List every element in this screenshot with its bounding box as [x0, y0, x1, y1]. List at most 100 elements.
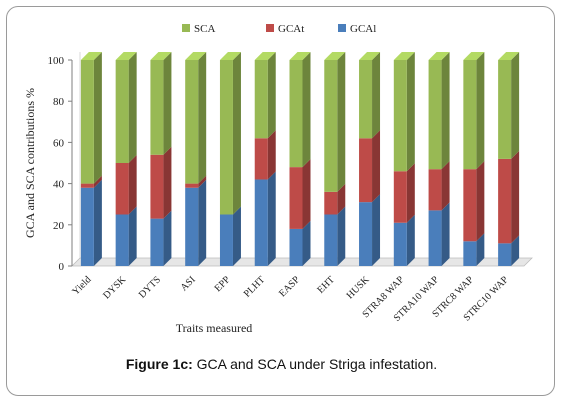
bar-segment [393, 171, 407, 223]
bar-segment-side [511, 150, 520, 244]
bar-segment-side [476, 161, 485, 242]
bar-segment [219, 214, 233, 266]
bar-segment [324, 214, 338, 266]
bar-segment-side [337, 183, 346, 215]
bar-segment-top [324, 52, 346, 60]
bar-segment-side [337, 206, 346, 266]
bar-segment [80, 60, 94, 184]
bar-segment [185, 187, 199, 266]
bar-segment-side [198, 52, 207, 184]
bar-segment-side [372, 130, 381, 203]
x-tick-label: HUSK [345, 274, 373, 302]
bar-segment-side [267, 52, 276, 139]
x-tick-label: ASI [179, 274, 198, 293]
bar-segment-side [128, 52, 137, 163]
bar-segment-top [115, 52, 137, 60]
bar-segment-top [80, 52, 102, 60]
bar-segment [463, 169, 477, 242]
legend-label: SCA [194, 23, 215, 35]
bar-segment [463, 60, 477, 170]
bar-segment [185, 60, 199, 184]
bar-segment [185, 183, 199, 188]
bar-segment [428, 169, 442, 211]
x-tick-label: EASP [277, 274, 302, 299]
x-tick-label: Yield [70, 274, 93, 297]
bar-segment-side [406, 163, 415, 223]
bar-segment-top [498, 52, 520, 60]
bar-segment [150, 154, 164, 219]
legend-label: GCAl [350, 23, 376, 35]
bar-segment [289, 228, 303, 266]
y-tick-label: 100 [48, 55, 65, 67]
legend-label: GCAt [278, 23, 304, 35]
legend-swatch [266, 24, 274, 32]
bar-segment-side [267, 130, 276, 180]
bar-segment-side [441, 202, 450, 266]
bar-segment [359, 202, 373, 266]
figure-caption: Figure 1c: GCA and SCA under Striga infe… [0, 356, 563, 372]
caption-label: Figure 1c: [125, 356, 193, 372]
bar-segment-side [511, 235, 520, 266]
bar-segment-side [476, 52, 485, 170]
y-tick-label: 20 [53, 220, 65, 232]
bar-segment [254, 179, 268, 266]
bar-segment-top [254, 52, 276, 60]
bar-segment [289, 60, 303, 168]
chart: 0 20 40 60 80 100 GCA and SCA contributions % Y… [14, 14, 548, 350]
bar-segment-side [128, 155, 137, 215]
bar-segment [393, 60, 407, 172]
bar-segment [80, 187, 94, 266]
bar-segment-side [93, 175, 102, 188]
x-tick-label: DYTS [137, 274, 163, 300]
bar-segment-side [232, 52, 241, 215]
bar-segment-side [441, 52, 450, 170]
bar-segment [115, 163, 129, 215]
bar-segment-side [302, 220, 311, 266]
bar-segment-side [406, 214, 415, 266]
bar-segment-side [198, 179, 207, 266]
bar-segment [428, 210, 442, 266]
bar-segment [115, 214, 129, 266]
bar-segment [359, 138, 373, 203]
bar-segment-side [302, 52, 311, 168]
x-axis-title: Traits measured [176, 321, 253, 335]
bar-segment-side [511, 52, 520, 159]
bar-segment [219, 60, 233, 215]
bar-segment [289, 167, 303, 229]
bar-segment-top [393, 52, 415, 60]
bar-segment-side [93, 179, 102, 266]
y-tick-label: 40 [53, 179, 65, 191]
bar-segment-top [463, 52, 485, 60]
bar-segment-top [289, 52, 311, 60]
y-tick-label: 60 [53, 137, 65, 149]
bar-segment-side [372, 194, 381, 266]
x-tick-label: EHT [315, 274, 337, 296]
bar-segment-side [476, 233, 485, 266]
bar-segment [254, 138, 268, 180]
bar-segment-side [93, 52, 102, 184]
stacked-bar-chart: 0 20 40 60 80 100 GCA and SCA contributions % Y… [23, 23, 533, 335]
bar-segment-side [337, 52, 346, 192]
bar-segment [359, 60, 373, 139]
bar-segment [80, 183, 94, 188]
bar-segment-side [163, 52, 172, 155]
y-axis-title: GCA and SCA contributions % [23, 88, 37, 238]
bar-segment [498, 243, 512, 266]
bar-segment [393, 222, 407, 266]
bar-segment-side [128, 206, 137, 266]
y-tick-label: 0 [59, 261, 65, 273]
x-tick-label: DYSK [101, 274, 129, 302]
bar-segment [498, 158, 512, 244]
bar-segment-top [359, 52, 381, 60]
bar-segment [324, 191, 338, 215]
bar-segment-side [232, 206, 241, 266]
bar-segment-side [406, 52, 415, 172]
bar-segment-top [219, 52, 241, 60]
bar-segment-side [198, 175, 207, 188]
bar-segment [463, 241, 477, 266]
bar-segment [150, 60, 164, 155]
bar-segment [254, 60, 268, 139]
bar-segment-side [267, 171, 276, 266]
x-tick-label: EPP [213, 274, 233, 294]
caption-text: GCA and SCA under Striga infestation. [192, 356, 438, 372]
